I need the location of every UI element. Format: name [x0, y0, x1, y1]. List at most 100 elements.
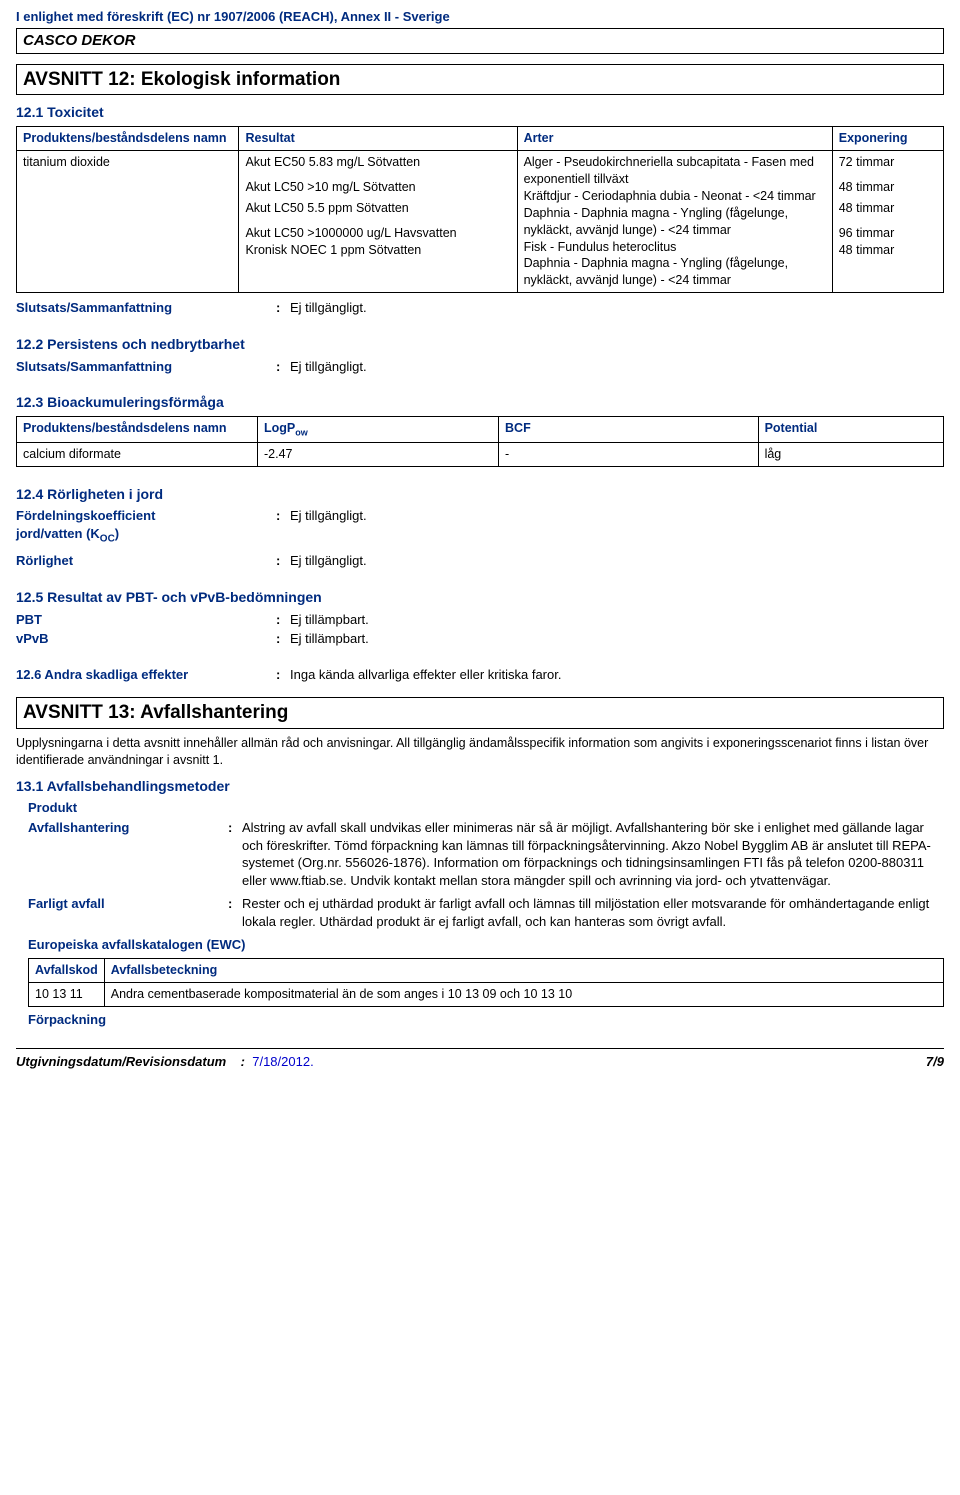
ewc-desc: Andra cementbaserade kompositmaterial än… [104, 982, 943, 1006]
header-regulation-line: I enlighet med föreskrift (EC) nr 1907/2… [16, 8, 944, 26]
tox-arter-cell: Alger - Pseudokirchneriella subcapitata … [517, 151, 832, 293]
pbt-row: PBT : Ej tillämpbart. [16, 611, 944, 629]
heading-13-1: 13.1 Avfallsbehandlingsmetoder [16, 777, 944, 796]
conclusion-row-1: Slutsats/Sammanfattning : Ej tillgänglig… [16, 299, 944, 317]
tox-th-exp: Exponering [832, 127, 943, 151]
product-name: CASCO DEKOR [23, 32, 136, 49]
colon: : [228, 819, 242, 837]
vpvb-label: vPvB [16, 630, 276, 648]
conclusion-value-1: Ej tillgängligt. [290, 299, 944, 317]
footer-date: 7/18/2012. [252, 1054, 313, 1069]
avfallshantering-value: Alstring av avfall skall undvikas eller … [242, 819, 944, 889]
colon: : [276, 358, 290, 376]
koc-label-a: Fördelningskoefficient [16, 508, 155, 523]
bio-th-name: Produktens/beståndsdelens namn [17, 417, 258, 443]
colon: : [276, 630, 290, 648]
ewc-table: Avfallskod Avfallsbeteckning 10 13 11 An… [28, 958, 944, 1007]
koc-label: Fördelningskoefficient jord/vatten (KOC) [16, 507, 276, 546]
ewc-row: 10 13 11 Andra cementbaserade kompositma… [29, 982, 944, 1006]
product-name-box: CASCO DEKOR [16, 28, 944, 54]
bio-name: calcium diformate [17, 442, 258, 466]
label-12-6: 12.6 Andra skadliga effekter [16, 666, 276, 684]
tox-exp-4: 48 timmar [839, 242, 937, 259]
heading-12-2: 12.2 Persistens och nedbrytbarhet [16, 335, 944, 354]
colon: : [276, 507, 290, 546]
farligt-avfall-value: Rester och ej uthärdad produkt är farlig… [242, 895, 944, 930]
conclusion-label-1: Slutsats/Sammanfattning [16, 299, 276, 317]
row-12-6: 12.6 Andra skadliga effekter : Inga känd… [16, 666, 944, 684]
footer-colon: : [241, 1054, 245, 1069]
tox-th-arter: Arter [517, 127, 832, 151]
tox-row: titanium dioxide Akut EC50 5.83 mg/L Söt… [17, 151, 944, 293]
rorlighet-row: Rörlighet : Ej tillgängligt. [16, 552, 944, 570]
tox-arter-3: Fisk - Fundulus heteroclitus [524, 239, 826, 256]
tox-result-2: Akut LC50 5.5 ppm Sötvatten [245, 200, 510, 217]
tox-exp-cell: 72 timmar 48 timmar 48 timmar 96 timmar … [832, 151, 943, 293]
tox-exp-3: 96 timmar [839, 225, 937, 242]
conclusion-value-2: Ej tillgängligt. [290, 358, 944, 376]
colon: : [276, 666, 290, 684]
toxicity-table: Produktens/beståndsdelens namn Resultat … [16, 126, 944, 293]
tox-result-0: Akut EC50 5.83 mg/L Sötvatten [245, 154, 510, 171]
section-13-title: AVSNITT 13: Avfallshantering [23, 702, 288, 723]
vpvb-value: Ej tillämpbart. [290, 630, 944, 648]
ewc-code: 10 13 11 [29, 982, 105, 1006]
avfallshantering-label: Avfallshantering [28, 819, 228, 837]
page-footer: Utgivningsdatum/Revisionsdatum : 7/18/20… [16, 1048, 944, 1071]
tox-exp-0: 72 timmar [839, 154, 937, 171]
tox-exp-2: 48 timmar [839, 200, 937, 217]
ewc-th-code: Avfallskod [29, 958, 105, 982]
bio-th-logp: LogPow [258, 417, 499, 443]
section-13-intro: Upplysningarna i detta avsnitt innehålle… [16, 735, 944, 769]
tox-name-cell: titanium dioxide [17, 151, 239, 293]
footer-date-label: Utgivningsdatum/Revisionsdatum [16, 1054, 226, 1069]
pbt-label: PBT [16, 611, 276, 629]
koc-row: Fördelningskoefficient jord/vatten (KOC)… [16, 507, 944, 546]
colon: : [276, 299, 290, 317]
tox-arter-2: Daphnia - Daphnia magna - Yngling (fågel… [524, 205, 826, 239]
tox-arter-4: Daphnia - Daphnia magna - Yngling (fågel… [524, 255, 826, 289]
heading-12-5: 12.5 Resultat av PBT- och vPvB-bedömning… [16, 588, 944, 607]
tox-results-cell: Akut EC50 5.83 mg/L Sötvatten Akut LC50 … [239, 151, 517, 293]
footer-left: Utgivningsdatum/Revisionsdatum : 7/18/20… [16, 1053, 314, 1071]
bioacc-table: Produktens/beståndsdelens namn LogPow BC… [16, 416, 944, 467]
bio-th-bcf: BCF [499, 417, 759, 443]
vpvb-row: vPvB : Ej tillämpbart. [16, 630, 944, 648]
section-12-title: AVSNITT 12: Ekologisk information [23, 69, 340, 90]
farligt-avfall-row: Farligt avfall : Rester och ej uthärdad … [28, 895, 944, 930]
rorlighet-value: Ej tillgängligt. [290, 552, 944, 570]
conclusion-label-2: Slutsats/Sammanfattning [16, 358, 276, 376]
ewc-heading: Europeiska avfallskatalogen (EWC) [28, 936, 944, 954]
bio-row: calcium diformate -2.47 - låg [17, 442, 944, 466]
value-12-6: Inga kända allvarliga effekter eller kri… [290, 666, 944, 684]
conclusion-row-2: Slutsats/Sammanfattning : Ej tillgänglig… [16, 358, 944, 376]
koc-label-c: ) [115, 526, 119, 541]
tox-result-1: Akut LC50 >10 mg/L Sötvatten [245, 179, 510, 196]
section-12-header: AVSNITT 12: Ekologisk information [16, 64, 944, 96]
heading-12-1: 12.1 Toxicitet [16, 103, 944, 122]
bio-bcf: - [499, 442, 759, 466]
koc-label-b: jord/vatten (K [16, 526, 100, 541]
bio-pot: låg [758, 442, 943, 466]
colon: : [276, 611, 290, 629]
section-13-header: AVSNITT 13: Avfallshantering [16, 697, 944, 729]
tox-arter-1: Kräftdjur - Ceriodaphnia dubia - Neonat … [524, 188, 826, 205]
koc-sub: OC [100, 534, 115, 545]
tox-result-3: Akut LC50 >1000000 ug/L Havsvatten [245, 225, 510, 242]
tox-th-result: Resultat [239, 127, 517, 151]
tox-result-4: Kronisk NOEC 1 ppm Sötvatten [245, 242, 510, 259]
tox-exp-1: 48 timmar [839, 179, 937, 196]
tox-arter-0: Alger - Pseudokirchneriella subcapitata … [524, 154, 826, 188]
bio-th-pot: Potential [758, 417, 943, 443]
colon: : [228, 895, 242, 913]
farligt-avfall-label: Farligt avfall [28, 895, 228, 913]
rorlighet-label: Rörlighet [16, 552, 276, 570]
avfallshantering-row: Avfallshantering : Alstring av avfall sk… [28, 819, 944, 889]
forpackning-label: Förpackning [28, 1011, 944, 1029]
pbt-value: Ej tillämpbart. [290, 611, 944, 629]
bio-logp: -2.47 [258, 442, 499, 466]
tox-th-name: Produktens/beståndsdelens namn [17, 127, 239, 151]
koc-value: Ej tillgängligt. [290, 507, 944, 546]
footer-page-number: 7/9 [926, 1053, 944, 1071]
colon: : [276, 552, 290, 570]
